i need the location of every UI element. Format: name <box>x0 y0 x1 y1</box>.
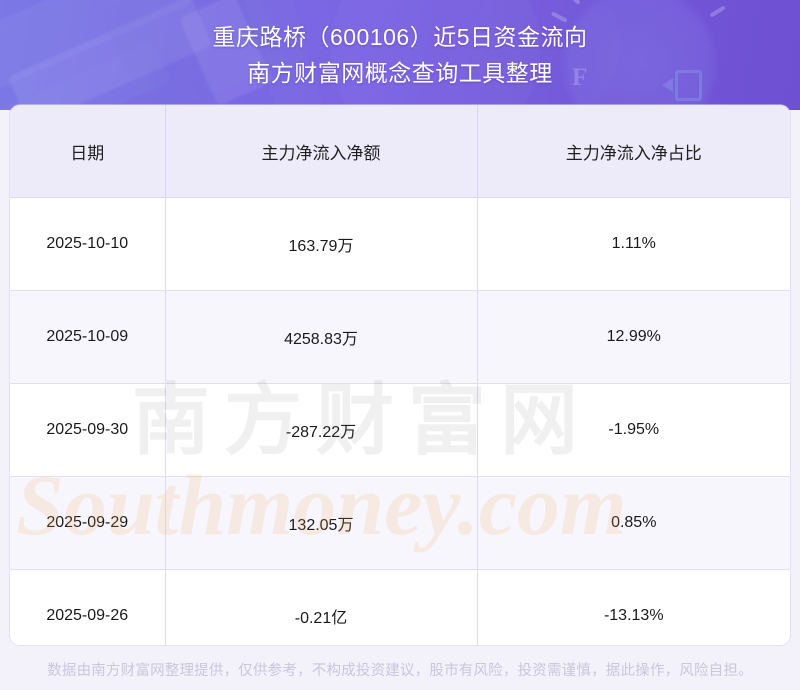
page-subtitle: 南方财富网概念查询工具整理 <box>247 60 553 86</box>
fuel-gauge-icon: F <box>532 0 748 110</box>
page-title: 重庆路桥（600106）近5日资金流向 <box>212 24 588 50</box>
cell-amount: 163.79万 <box>165 197 478 291</box>
table-row: 2025-10-09 4258.83万 12.99% <box>10 290 790 384</box>
banner-background-art <box>0 0 800 110</box>
cell-percent: -1.95% <box>477 383 790 477</box>
table-row: 2025-09-30 -287.22万 -1.95% <box>10 383 790 477</box>
column-header-date[interactable]: 日期 <box>10 105 166 198</box>
gauge-arc <box>550 0 730 110</box>
table-row: 2025-10-10 163.79万 1.11% <box>10 197 790 291</box>
banner-title-group: 重庆路桥（600106）近5日资金流向 南方财富网概念查询工具整理 <box>0 0 800 110</box>
cell-percent: -13.13% <box>603 607 664 624</box>
cell-percent: 0.85% <box>477 476 790 570</box>
table-header-row: 日期 主力净流入净额 主力净流入净占比 <box>10 105 790 198</box>
cell-percent: 1.11% <box>477 197 790 291</box>
column-header-percent[interactable]: 主力净流入净占比 <box>477 105 790 198</box>
column-header-amount[interactable]: 主力净流入净额 <box>165 105 478 198</box>
cell-amount: 4258.83万 <box>165 290 478 384</box>
cell-percent: 12.99% <box>477 290 790 384</box>
table-body: 2025-10-10 163.79万 1.11% 2025-10-09 4258… <box>10 197 790 645</box>
decorative-circle <box>470 0 620 110</box>
cell-amount: 132.05万 <box>165 476 478 570</box>
disclaimer-text: 数据由南方财富网整理提供，仅供参考，不构成投资建议，股市有风险，投资需谨慎，据此… <box>47 662 753 679</box>
fund-flow-table-card: 南方财富网 Southmoney.com 日期 主力净流入净额 主力净流入净占比… <box>10 105 790 645</box>
cell-amount: -287.22万 <box>165 383 478 477</box>
page-header-banner: F 重庆路桥（600106）近5日资金流向 南方财富网概念查询工具整理 <box>0 0 800 110</box>
decorative-circle <box>330 0 540 110</box>
cell-amount: -0.21亿 <box>165 569 478 645</box>
cell-date: 2025-10-10 <box>10 197 166 291</box>
table-row: 2025-09-26 -0.21亿 -13.13% <box>10 569 790 645</box>
fuel-pump-icon <box>662 70 702 101</box>
fund-flow-table: 日期 主力净流入净额 主力净流入净占比 2025-10-10 163.79万 1… <box>10 105 790 645</box>
cell-date: 2025-10-09 <box>10 290 166 384</box>
gauge-full-label: F <box>572 64 588 91</box>
cell-date: 2025-09-29 <box>10 476 166 570</box>
table-head: 日期 主力净流入净额 主力净流入净占比 <box>10 105 790 198</box>
cell-date: 2025-09-30 <box>10 383 166 477</box>
cell-date: 2025-09-26 <box>10 569 166 645</box>
table-row: 2025-09-29 132.05万 0.85% <box>10 476 790 570</box>
